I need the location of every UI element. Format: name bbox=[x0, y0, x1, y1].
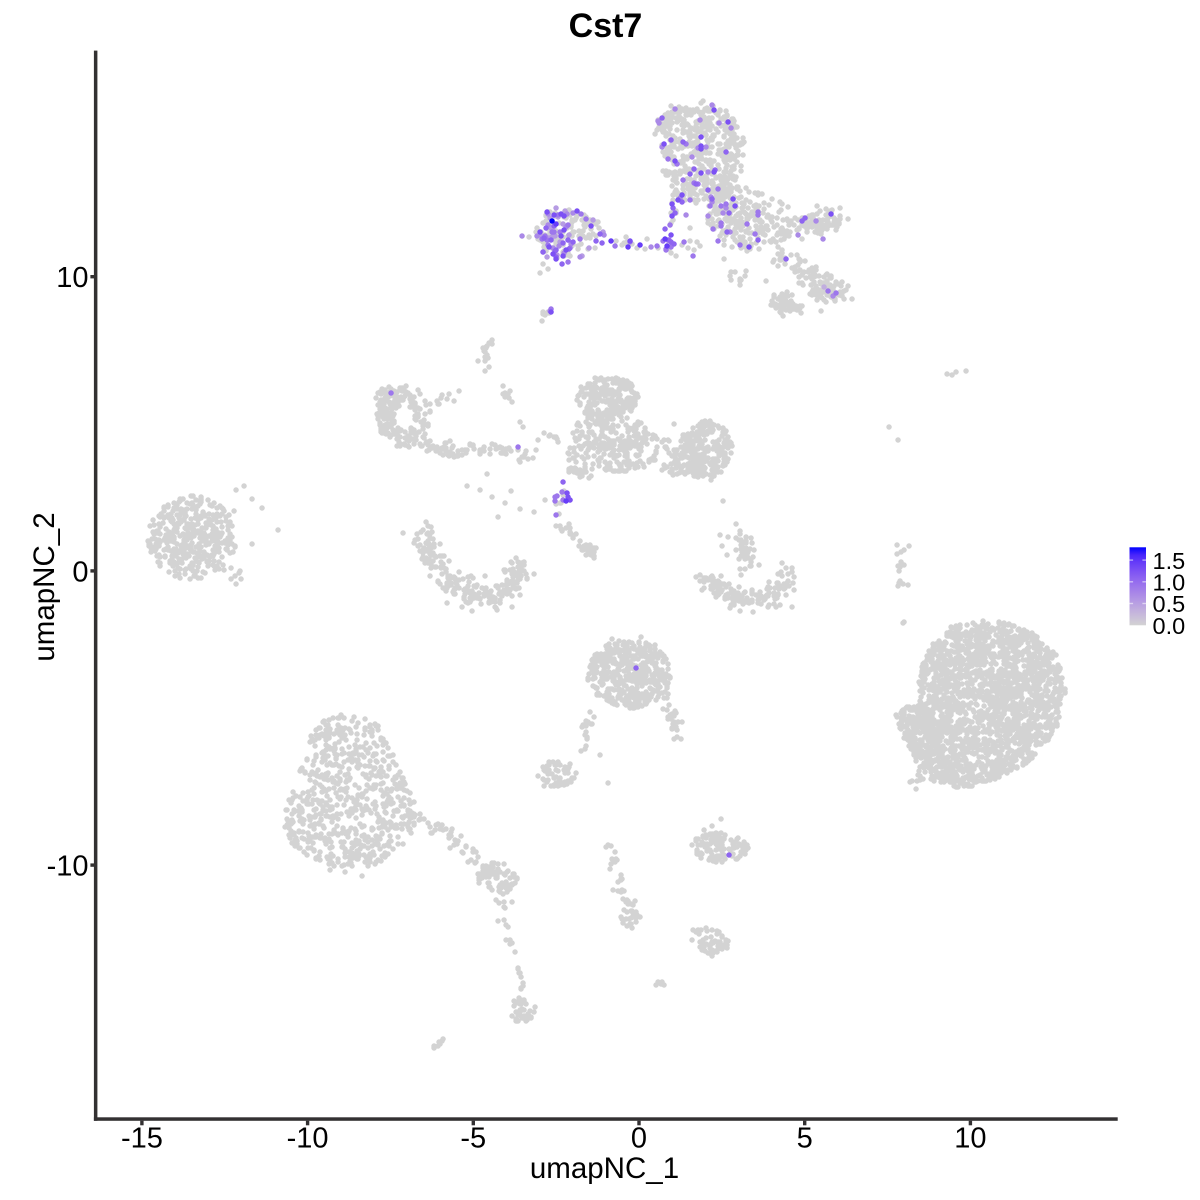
svg-text:0.5: 0.5 bbox=[1153, 591, 1186, 617]
svg-text:-5: -5 bbox=[460, 1123, 486, 1155]
svg-text:umapNC_1: umapNC_1 bbox=[530, 1152, 679, 1185]
svg-text:-15: -15 bbox=[121, 1123, 163, 1155]
svg-text:5: 5 bbox=[797, 1123, 813, 1155]
svg-text:10: 10 bbox=[56, 262, 88, 294]
svg-text:1.5: 1.5 bbox=[1153, 548, 1186, 574]
svg-text:umapNC_2: umapNC_2 bbox=[28, 512, 61, 661]
svg-text:0: 0 bbox=[631, 1123, 647, 1155]
svg-text:1.0: 1.0 bbox=[1153, 570, 1186, 596]
svg-text:0.0: 0.0 bbox=[1153, 613, 1186, 639]
svg-text:10: 10 bbox=[954, 1123, 986, 1155]
svg-text:Cst7: Cst7 bbox=[569, 7, 643, 45]
svg-text:-10: -10 bbox=[47, 851, 89, 883]
svg-text:-10: -10 bbox=[287, 1123, 329, 1155]
svg-text:0: 0 bbox=[72, 556, 88, 588]
